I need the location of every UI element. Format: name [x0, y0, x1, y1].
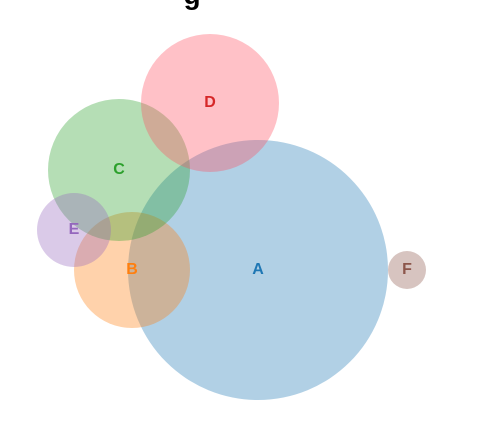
set-circles [37, 34, 426, 400]
set-label-a: A [252, 261, 264, 278]
set-label-f: F [402, 261, 412, 278]
set-label-e: E [69, 221, 80, 238]
set-label-c: C [113, 161, 125, 178]
set-circle-d [141, 34, 279, 172]
set-label-d: D [204, 94, 216, 111]
set-circle-b [74, 212, 190, 328]
set-circle-f [388, 251, 426, 289]
set-circle-e [37, 193, 111, 267]
set-label-b: B [126, 261, 138, 278]
set-circle-a [128, 140, 388, 400]
set-circle-c [48, 99, 190, 241]
set-labels: A B C D E F [69, 94, 412, 278]
title-fragment: g [183, 0, 200, 10]
